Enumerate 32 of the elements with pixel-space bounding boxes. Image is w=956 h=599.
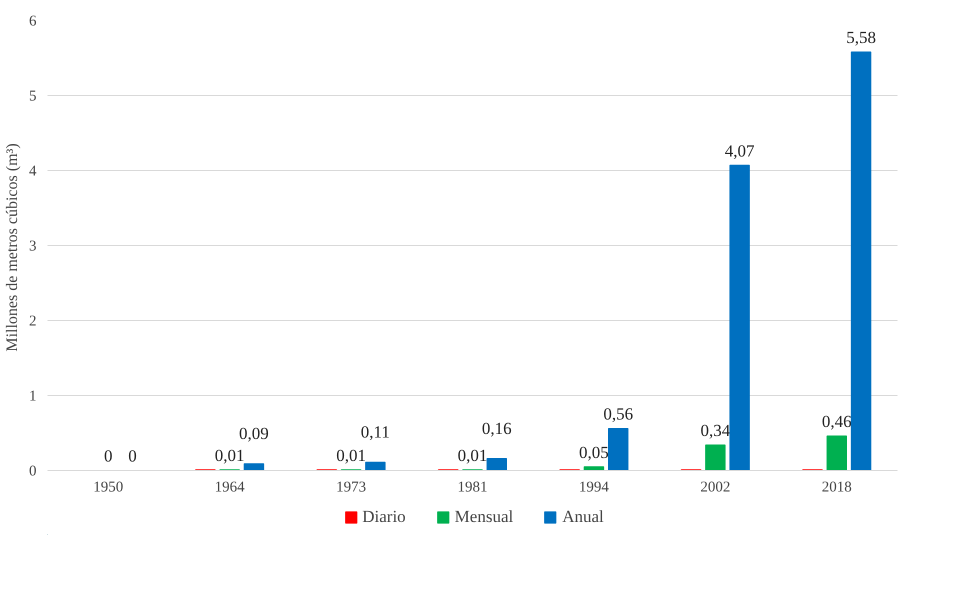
- y-tick-label: 6: [29, 14, 37, 30]
- data-label: 0,09: [239, 424, 269, 443]
- y-tick-label: 1: [29, 388, 36, 404]
- data-label: 0,01: [458, 446, 488, 465]
- y-tick-label: 0: [29, 464, 36, 480]
- x-tick-label: 1994: [578, 480, 610, 496]
- data-label: 0,01: [214, 446, 245, 465]
- data-label: 0,56: [603, 404, 634, 424]
- x-tick-label: 1973: [336, 480, 366, 496]
- data-label: 4,07: [724, 141, 756, 160]
- data-label: 0: [128, 446, 137, 466]
- x-tick-label: 1981: [458, 480, 488, 496]
- legend-label: Mensual: [454, 506, 514, 526]
- data-label: 5,58: [846, 28, 876, 47]
- data-label: 0,46: [822, 412, 852, 431]
- y-tick-label: 2: [29, 314, 36, 330]
- legend-label: Diario: [362, 506, 406, 526]
- data-label: 0,05: [579, 442, 609, 462]
- data-label: 0,11: [360, 422, 390, 442]
- x-tick-label: 1964: [214, 480, 246, 496]
- x-tick-label: 2018: [822, 480, 852, 496]
- y-tick-label: 5: [29, 88, 36, 104]
- data-label: 0,34: [700, 421, 731, 440]
- data-label: 0: [104, 446, 112, 466]
- x-tick-label: 2002: [700, 480, 730, 496]
- y-tick-label: 3: [29, 238, 36, 254]
- data-label: 0,16: [482, 418, 512, 438]
- x-tick-label: 1950: [93, 480, 124, 496]
- y-tick-label: 4: [29, 164, 37, 180]
- y-axis-title: Millones de metros cúbicos (m³): [4, 143, 21, 352]
- legend-label: Anual: [562, 506, 604, 526]
- data-label: 0,01: [336, 446, 366, 465]
